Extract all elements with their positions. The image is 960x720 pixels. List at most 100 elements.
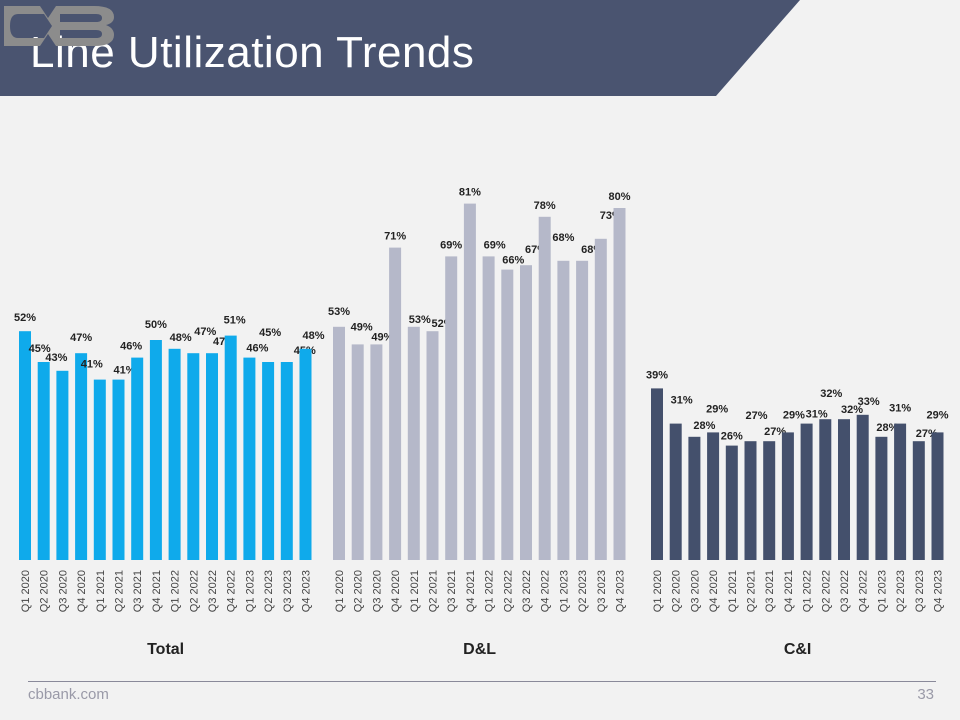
bar-dl-15 bbox=[594, 238, 607, 561]
data-label-ci-11: 32% bbox=[841, 404, 863, 416]
footer-divider bbox=[28, 681, 936, 682]
bar-dl-1 bbox=[333, 326, 345, 560]
bar-ci-6 bbox=[744, 441, 757, 560]
tick-label-total-14: Q2 2023 bbox=[263, 570, 275, 612]
bar-total-6 bbox=[112, 379, 125, 560]
tick-label-ci-6: Q2 2021 bbox=[746, 570, 758, 612]
tick-label-ci-15: Q3 2023 bbox=[914, 570, 926, 612]
tick-label-dl-3: Q3 2020 bbox=[371, 570, 383, 612]
data-label-total-5: 41% bbox=[81, 359, 103, 371]
data-label-ci-5: 26% bbox=[721, 431, 743, 443]
tick-label-total-13: Q1 2023 bbox=[244, 570, 256, 612]
bar-ci-16 bbox=[931, 432, 944, 560]
page-number: 33 bbox=[917, 686, 934, 703]
data-label-total-3: 43% bbox=[45, 352, 67, 364]
bar-dl-11 bbox=[520, 265, 532, 560]
data-label-dl-10: 66% bbox=[502, 255, 524, 267]
tick-label-total-5: Q1 2021 bbox=[95, 570, 107, 612]
data-label-total-6: 41% bbox=[113, 365, 135, 377]
data-label-dl-8: 81% bbox=[459, 187, 481, 199]
data-label-dl-7: 69% bbox=[440, 239, 462, 251]
bar-dl-9 bbox=[482, 256, 495, 560]
chart-group-total: 52% Q1 2020 45% Q2 2020 43% Q3 2020 47% Q4 2020… bbox=[14, 312, 325, 658]
tick-label-dl-13: Q1 2023 bbox=[558, 570, 570, 612]
bar-total-9 bbox=[168, 348, 181, 560]
bar-total-8 bbox=[149, 340, 162, 560]
tick-label-dl-11: Q3 2022 bbox=[521, 570, 533, 612]
data-label-ci-16: 29% bbox=[926, 409, 948, 421]
bar-total-7 bbox=[131, 357, 144, 560]
tick-label-ci-4: Q4 2020 bbox=[708, 570, 720, 612]
bar-total-4 bbox=[75, 353, 88, 560]
data-label-ci-9: 31% bbox=[806, 409, 828, 421]
tick-label-total-2: Q2 2020 bbox=[39, 570, 51, 612]
tick-label-total-7: Q3 2021 bbox=[132, 570, 144, 612]
title-banner-shape bbox=[0, 0, 800, 96]
bar-dl-4 bbox=[389, 247, 402, 560]
data-label-total-8: 50% bbox=[145, 319, 167, 331]
bar-ci-3 bbox=[688, 436, 701, 560]
tick-label-ci-14: Q2 2023 bbox=[895, 570, 907, 612]
tick-label-dl-9: Q1 2022 bbox=[484, 570, 496, 612]
tick-label-dl-16: Q4 2023 bbox=[615, 570, 627, 612]
tick-label-ci-7: Q3 2021 bbox=[764, 570, 776, 612]
data-label-total-10: 47% bbox=[194, 326, 216, 338]
tick-label-total-3: Q3 2020 bbox=[57, 570, 69, 612]
bar-dl-8 bbox=[463, 203, 476, 560]
bar-dl-2 bbox=[351, 344, 364, 560]
bar-ci-12 bbox=[856, 414, 869, 560]
tick-label-total-1: Q1 2020 bbox=[20, 570, 32, 612]
tick-label-total-8: Q4 2021 bbox=[151, 570, 163, 612]
data-label-ci-6: 27% bbox=[745, 410, 767, 422]
tick-label-total-4: Q4 2020 bbox=[76, 570, 88, 612]
bar-total-11 bbox=[206, 353, 218, 560]
tick-label-total-16: Q4 2023 bbox=[301, 570, 313, 612]
data-label-dl-5: 53% bbox=[409, 314, 431, 326]
bar-total-5 bbox=[93, 379, 106, 560]
bar-dl-3 bbox=[370, 344, 383, 560]
data-label-dl-9: 69% bbox=[484, 239, 506, 251]
data-label-ci-14: 31% bbox=[889, 403, 911, 415]
data-label-total-4: 47% bbox=[70, 332, 92, 344]
bar-total-2 bbox=[37, 362, 50, 560]
bar-ci-9 bbox=[800, 423, 813, 560]
bar-ci-4 bbox=[707, 432, 720, 560]
data-label-ci-2: 31% bbox=[671, 395, 693, 407]
bar-ci-1 bbox=[651, 388, 663, 560]
tick-label-ci-8: Q4 2021 bbox=[783, 570, 795, 612]
data-label-ci-4: 29% bbox=[706, 403, 728, 415]
bar-total-10 bbox=[187, 353, 200, 560]
tick-label-dl-2: Q2 2020 bbox=[353, 570, 365, 612]
tick-label-dl-12: Q4 2022 bbox=[540, 570, 552, 612]
bar-dl-16 bbox=[613, 208, 626, 560]
tick-label-dl-10: Q2 2022 bbox=[502, 570, 514, 612]
tick-label-ci-13: Q1 2023 bbox=[876, 570, 888, 612]
bar-dl-6 bbox=[426, 331, 439, 560]
tick-label-ci-1: Q1 2020 bbox=[652, 570, 664, 612]
data-label-total-16: 48% bbox=[302, 330, 324, 342]
tick-label-total-12: Q4 2022 bbox=[226, 570, 238, 612]
tick-label-ci-11: Q3 2022 bbox=[839, 570, 851, 612]
bar-dl-12 bbox=[538, 216, 551, 561]
bar-total-16 bbox=[299, 348, 312, 560]
data-label-ci-13: 28% bbox=[876, 422, 898, 434]
tick-label-dl-5: Q1 2021 bbox=[409, 570, 421, 612]
data-label-total-12: 51% bbox=[224, 315, 246, 327]
bar-total-12 bbox=[224, 335, 237, 560]
footer-website: cbbank.com bbox=[28, 686, 109, 703]
tick-label-total-10: Q2 2022 bbox=[188, 570, 200, 612]
data-label-total-7: 46% bbox=[120, 341, 142, 353]
bar-ci-11 bbox=[838, 419, 850, 560]
data-label-ci-10: 32% bbox=[820, 388, 842, 400]
data-label-ci-1: 39% bbox=[646, 369, 668, 381]
bar-ci-13 bbox=[875, 436, 888, 560]
bar-dl-14 bbox=[576, 260, 589, 560]
group-title-dl: D&L bbox=[463, 641, 496, 658]
tick-label-dl-6: Q2 2021 bbox=[428, 570, 440, 612]
data-label-dl-1: 53% bbox=[328, 306, 350, 318]
bar-ci-5 bbox=[725, 445, 738, 560]
tick-label-dl-1: Q1 2020 bbox=[334, 570, 346, 612]
tick-label-dl-4: Q4 2020 bbox=[390, 570, 402, 612]
chart-group-dl: 53% Q1 2020 49% Q2 2020 49% Q3 2020 71% Q4 2020… bbox=[328, 187, 631, 658]
data-label-dl-2: 49% bbox=[351, 321, 373, 333]
